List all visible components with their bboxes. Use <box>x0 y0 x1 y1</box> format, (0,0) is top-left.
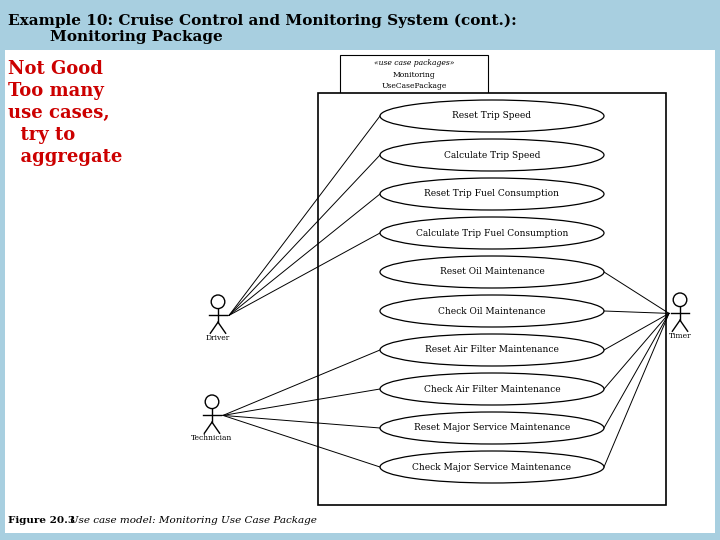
Text: Monitoring: Monitoring <box>392 71 436 79</box>
Ellipse shape <box>380 100 604 132</box>
Bar <box>340 55 488 97</box>
Ellipse shape <box>380 295 604 327</box>
Text: Reset Trip Speed: Reset Trip Speed <box>452 111 531 120</box>
Text: Calculate Trip Speed: Calculate Trip Speed <box>444 151 540 159</box>
Ellipse shape <box>380 334 604 366</box>
Ellipse shape <box>380 451 604 483</box>
Text: Calculate Trip Fuel Consumption: Calculate Trip Fuel Consumption <box>416 228 568 238</box>
Text: Example 10: Cruise Control and Monitoring System (cont.):: Example 10: Cruise Control and Monitorin… <box>8 14 517 29</box>
Text: Check Major Service Maintenance: Check Major Service Maintenance <box>413 462 572 471</box>
Text: Monitoring Package: Monitoring Package <box>8 30 222 44</box>
Text: Reset Air Filter Maintenance: Reset Air Filter Maintenance <box>425 346 559 354</box>
Text: UseCasePackage: UseCasePackage <box>382 82 446 90</box>
Ellipse shape <box>380 373 604 405</box>
Ellipse shape <box>380 139 604 171</box>
Text: Reset Major Service Maintenance: Reset Major Service Maintenance <box>414 423 570 433</box>
Text: Reset Trip Fuel Consumption: Reset Trip Fuel Consumption <box>425 190 559 199</box>
Text: try to: try to <box>8 126 76 144</box>
Text: «use case packages»: «use case packages» <box>374 59 454 67</box>
Text: Figure 20.3: Figure 20.3 <box>8 516 75 525</box>
Ellipse shape <box>380 412 604 444</box>
Text: aggregate: aggregate <box>8 148 122 166</box>
Ellipse shape <box>380 256 604 288</box>
Text: Use case model: Monitoring Use Case Package: Use case model: Monitoring Use Case Pack… <box>60 516 317 525</box>
Text: Check Oil Maintenance: Check Oil Maintenance <box>438 307 546 315</box>
Bar <box>5 50 715 533</box>
Text: Driver: Driver <box>206 334 230 342</box>
Text: Check Air Filter Maintenance: Check Air Filter Maintenance <box>423 384 560 394</box>
Ellipse shape <box>380 217 604 249</box>
Text: use cases,: use cases, <box>8 104 109 122</box>
Text: Timer: Timer <box>669 332 691 340</box>
Text: Technician: Technician <box>192 434 233 442</box>
Bar <box>318 93 666 505</box>
Text: Not Good: Not Good <box>8 60 103 78</box>
Text: Reset Oil Maintenance: Reset Oil Maintenance <box>440 267 544 276</box>
Text: Too many: Too many <box>8 82 104 100</box>
Ellipse shape <box>380 178 604 210</box>
